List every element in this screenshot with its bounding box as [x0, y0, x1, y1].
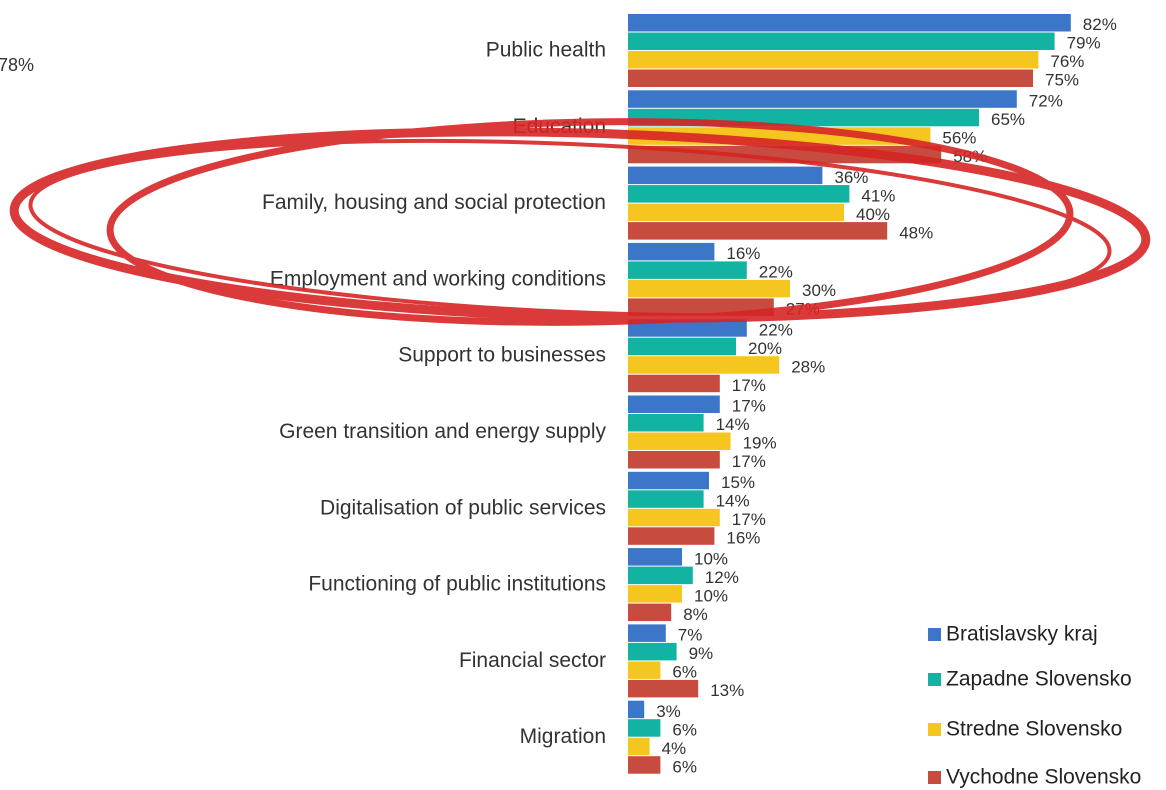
bar	[628, 69, 1033, 87]
category-label: Functioning of public institutions	[308, 573, 606, 596]
bar	[628, 337, 736, 356]
bar	[628, 432, 731, 450]
bar	[628, 279, 790, 298]
bar	[628, 90, 1017, 108]
legend-swatch	[928, 771, 941, 784]
legend: Bratislavsky kraj Zapadne Slovensko Stredn…	[928, 623, 1141, 789]
value-label: 6%	[672, 757, 697, 776]
bar	[628, 548, 682, 566]
value-label: 79%	[1067, 34, 1101, 53]
value-label: 56%	[942, 129, 976, 148]
value-label: 48%	[899, 223, 933, 242]
value-label: 3%	[656, 702, 681, 721]
value-label: 4%	[662, 739, 687, 758]
category-label: Support to businesses	[398, 344, 606, 367]
legend-label: Stredne Slovensko	[946, 718, 1122, 741]
value-label: 14%	[716, 415, 750, 434]
bar	[628, 508, 720, 527]
value-label: 22%	[759, 263, 793, 282]
annotation: 78%	[0, 55, 34, 75]
value-label: 6%	[672, 663, 697, 682]
bar	[628, 624, 666, 642]
value-label: 72%	[1029, 92, 1063, 111]
bar	[628, 451, 720, 469]
value-label: 22%	[759, 320, 793, 339]
value-label: 7%	[678, 626, 703, 645]
legend-swatch	[928, 673, 941, 686]
bar	[628, 185, 850, 203]
bar	[628, 203, 844, 222]
legend-label: Vychodne Slovensko	[946, 766, 1141, 789]
bar	[628, 32, 1055, 50]
value-label: 41%	[861, 186, 895, 205]
value-label: 19%	[743, 434, 777, 453]
value-label: 13%	[710, 681, 744, 700]
value-label: 16%	[726, 244, 760, 263]
value-label: 17%	[732, 397, 766, 416]
bar	[628, 661, 661, 679]
bar	[628, 222, 888, 240]
category-label: Public health	[486, 39, 606, 62]
value-label: 30%	[802, 281, 836, 300]
value-label: 9%	[689, 644, 714, 663]
bar	[628, 527, 715, 545]
legend-label: Bratislavsky kraj	[946, 623, 1098, 646]
category-label: Green transition and energy supply	[279, 420, 606, 443]
plot: Public health82%79%76%75%Education72%65%…	[262, 14, 1117, 776]
value-label: 65%	[991, 110, 1025, 129]
value-label: 17%	[732, 510, 766, 529]
bar	[628, 51, 1039, 69]
category-label: Employment and working conditions	[270, 267, 606, 290]
bar	[628, 319, 747, 337]
value-label: 20%	[748, 339, 782, 358]
bar	[628, 395, 720, 413]
legend-swatch	[928, 723, 941, 736]
value-label: 82%	[1083, 15, 1117, 34]
value-label: 14%	[716, 492, 750, 511]
value-label: 16%	[726, 529, 760, 548]
value-label: 76%	[1050, 52, 1084, 71]
bar	[628, 719, 661, 737]
bar	[628, 737, 650, 756]
value-label: 17%	[732, 376, 766, 395]
value-label: 10%	[694, 549, 728, 568]
bar	[628, 242, 715, 261]
category-label: Digitalisation of public services	[320, 496, 606, 519]
bar	[628, 585, 682, 603]
bar	[628, 566, 693, 585]
bar	[628, 490, 704, 508]
bar	[628, 374, 720, 393]
category-label: Family, housing and social protection	[262, 191, 606, 214]
bar	[628, 756, 661, 774]
legend-swatch	[928, 628, 941, 641]
value-label: 17%	[732, 452, 766, 471]
value-label: 8%	[683, 605, 708, 624]
value-label: 10%	[694, 586, 728, 605]
value-label: 28%	[791, 357, 825, 376]
value-label: 75%	[1045, 71, 1079, 90]
bar	[628, 700, 645, 719]
ellipse-overlay	[9, 118, 1151, 326]
bar	[628, 471, 709, 490]
bar	[628, 14, 1071, 32]
value-label: 6%	[672, 720, 697, 739]
bar	[628, 356, 780, 374]
bar	[628, 679, 699, 698]
bar	[628, 642, 677, 661]
bar	[628, 166, 823, 185]
bar	[628, 414, 704, 432]
value-label: 36%	[834, 168, 868, 187]
bar	[628, 603, 672, 622]
bar	[628, 261, 747, 279]
category-label: Migration	[520, 725, 606, 748]
value-label: 12%	[705, 568, 739, 587]
value-label: 15%	[721, 473, 755, 492]
legend-label: Zapadne Slovensko	[946, 668, 1132, 691]
value-label: 40%	[856, 205, 890, 224]
category-label: Financial sector	[459, 649, 606, 672]
